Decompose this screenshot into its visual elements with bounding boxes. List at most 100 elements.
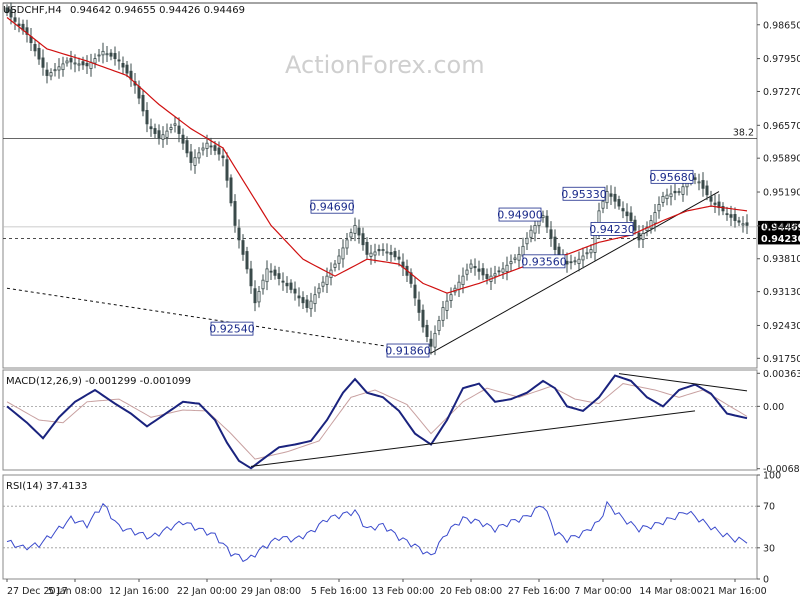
candle: [717, 194, 721, 216]
candle: [485, 268, 489, 285]
candle-body: [257, 291, 261, 303]
candle: [117, 51, 121, 70]
candle-body: [409, 272, 413, 284]
candle-body: [737, 220, 741, 223]
candle: [661, 191, 665, 207]
candle: [709, 190, 713, 208]
price-annotation: 0.94900: [497, 207, 543, 222]
candle: [237, 219, 241, 249]
candle-body: [493, 273, 497, 277]
candle: [357, 219, 361, 244]
candle-body: [501, 268, 505, 273]
candle: [705, 180, 709, 201]
candle: [665, 188, 669, 206]
candle: [413, 277, 417, 306]
xtick-label: 12 Jan 16:00: [109, 586, 169, 597]
candle: [605, 185, 609, 210]
candle-body: [461, 275, 465, 285]
candle-body: [709, 196, 713, 202]
candle: [309, 292, 313, 317]
candle: [721, 202, 725, 216]
candle-body: [725, 213, 729, 216]
candle-body: [201, 147, 205, 151]
candle-body: [169, 127, 173, 130]
candle: [301, 291, 305, 309]
price-annotation: 0.95680: [649, 169, 695, 184]
candle: [573, 256, 577, 266]
candle: [269, 263, 273, 281]
candle-body: [713, 202, 717, 205]
candle-body: [705, 185, 709, 196]
candle-body: [745, 222, 749, 226]
candle: [97, 48, 101, 62]
annotation-box: [310, 199, 354, 214]
candle-body: [45, 69, 49, 76]
candle-body: [625, 211, 629, 217]
macd-panel-frame: [2, 369, 758, 471]
rsi-label: RSI(14) 37.4133: [6, 481, 87, 492]
candle: [241, 234, 245, 261]
candle-body: [657, 204, 661, 212]
candle: [713, 194, 717, 213]
candle: [745, 214, 749, 234]
candle-body: [49, 72, 53, 77]
candle-body: [417, 299, 421, 313]
candle: [733, 207, 737, 228]
rsi-ytick-label: 0: [763, 575, 769, 586]
candle: [193, 149, 197, 174]
candle-body: [249, 268, 253, 287]
price-annotation: 0.91860: [385, 343, 431, 358]
macd-line: [6, 374, 748, 470]
candle-body: [617, 199, 621, 207]
candle-body: [33, 44, 37, 52]
candle-body: [301, 297, 305, 304]
candle-body: [553, 236, 557, 250]
candle-body: [369, 252, 373, 257]
annotation-box: [590, 222, 634, 236]
candle: [113, 46, 117, 66]
candle: [93, 53, 97, 69]
candle: [137, 80, 141, 105]
candle: [257, 286, 261, 308]
candle: [501, 262, 505, 279]
candle-body: [665, 194, 669, 200]
candle: [221, 147, 225, 167]
fib-label-0: 61.8: [733, 0, 754, 3]
candle: [293, 281, 297, 301]
candle: [457, 274, 461, 297]
candle: [401, 253, 405, 276]
candle-body: [109, 52, 113, 57]
candle: [393, 247, 397, 261]
candle-body: [373, 251, 377, 256]
candle-body: [269, 270, 273, 273]
candle: [341, 239, 345, 268]
candle-body: [325, 275, 329, 285]
macd-upper-trendline: [618, 373, 748, 392]
candle: [349, 228, 353, 242]
candle-body: [697, 181, 701, 184]
candle-body: [337, 255, 341, 264]
candle-body: [613, 193, 617, 202]
candle: [425, 319, 429, 343]
price-ytick-label: 0.92430: [763, 321, 800, 332]
candle: [669, 185, 673, 206]
candle: [589, 244, 593, 259]
candle-body: [145, 110, 149, 125]
candle: [297, 287, 301, 307]
candle: [17, 17, 21, 33]
candle-body: [25, 27, 29, 35]
rsi-line: [6, 500, 748, 563]
candle: [577, 251, 581, 272]
candle: [185, 136, 189, 158]
candle-body: [701, 180, 705, 189]
candle: [461, 267, 465, 294]
candle-body: [17, 23, 21, 27]
candle-body: [629, 212, 633, 221]
candle-body: [225, 159, 229, 181]
annotation-text: 0.94900: [497, 209, 543, 222]
candle-body: [365, 241, 369, 255]
candle-body: [205, 142, 209, 149]
candle: [81, 56, 85, 70]
candle: [69, 50, 73, 70]
candle-body: [641, 233, 645, 240]
